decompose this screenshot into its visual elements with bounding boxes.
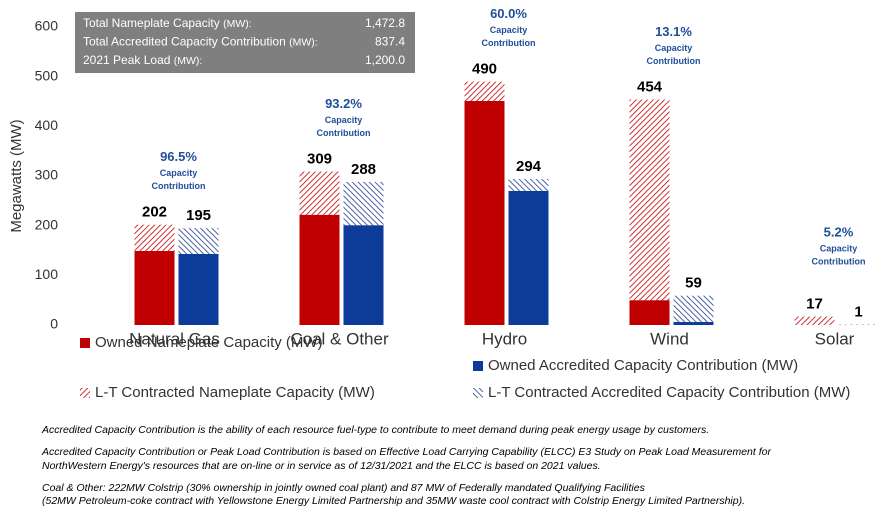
y-tick-label: 300 (35, 167, 59, 183)
legend-swatch (80, 388, 90, 398)
summary-unit: (MW): (289, 36, 318, 48)
y-tick-label: 100 (35, 266, 59, 282)
bar-segment (464, 101, 505, 326)
x-tick-label: Solar (815, 329, 855, 348)
total-label: 309 (307, 150, 332, 167)
bar-segment (629, 300, 670, 325)
annotation-pct: 5.2% (824, 224, 854, 239)
bar-segment (464, 81, 505, 102)
summary-label-text: 2021 Peak Load (83, 53, 170, 67)
annotation-caption: Contribution (152, 181, 206, 191)
summary-value: 837.4 (375, 35, 405, 49)
summary-value: 1,200.0 (365, 53, 405, 67)
total-label: 17 (806, 296, 823, 313)
y-tick-label: 500 (35, 67, 59, 83)
total-label: 202 (142, 204, 167, 221)
summary-unit: (MW): (223, 18, 252, 30)
total-label: 1 (854, 303, 862, 320)
summary-unit: (MW): (174, 55, 203, 67)
y-tick-label: 600 (35, 18, 59, 34)
legend-swatch (473, 361, 483, 371)
total-label: 294 (516, 158, 542, 175)
y-tick-label: 0 (50, 316, 58, 332)
bar-segment (178, 228, 219, 254)
summary-label: Total Nameplate Capacity (MW): (83, 16, 252, 30)
bar-segment (299, 171, 340, 215)
bar-segment (299, 214, 340, 325)
y-tick-label: 400 (35, 117, 59, 133)
bar-segment (508, 178, 549, 191)
x-tick-label: Wind (650, 329, 689, 348)
bar-segment (134, 224, 175, 251)
x-tick-label: Coal & Other (290, 329, 389, 348)
annotation-caption: Capacity (490, 25, 528, 35)
legend-swatch (473, 388, 483, 398)
total-label: 490 (472, 61, 497, 78)
annotation-pct: 13.1% (655, 24, 692, 39)
bar-segment (134, 250, 175, 325)
annotation-pct: 60.0% (490, 6, 527, 21)
bar-segment (343, 181, 384, 226)
annotation-caption: Contribution (647, 56, 701, 66)
total-label: 288 (351, 161, 376, 178)
bar-segment (178, 253, 219, 325)
x-tick-label: Hydro (482, 329, 527, 348)
legend-swatch (80, 338, 90, 348)
total-label: 59 (685, 275, 702, 292)
summary-label-text: Total Nameplate Capacity (83, 16, 220, 30)
summary-box (75, 12, 415, 73)
annotation-pct: 96.5% (160, 149, 197, 164)
annotation-caption: Contribution (482, 38, 536, 48)
legend-label: L-T Contracted Accredited Capacity Contr… (488, 384, 850, 401)
total-label: 195 (186, 207, 211, 224)
footnote: Accredited Capacity Contribution is the … (41, 424, 709, 436)
bar-segment (794, 316, 835, 325)
footnote: Accredited Capacity Contribution or Peak… (41, 446, 771, 458)
bar-segment (629, 99, 670, 301)
footnote: (52MW Petroleum-coke contract with Yello… (42, 495, 745, 507)
annotation-caption: Capacity (160, 168, 198, 178)
summary-value: 1,472.8 (365, 16, 405, 30)
summary-label: 2021 Peak Load (MW): (83, 53, 202, 67)
bar-segment (343, 225, 384, 325)
annotation-caption: Contribution (812, 256, 866, 266)
bar-segment (673, 295, 714, 323)
x-tick-label: Natural Gas (129, 329, 220, 348)
y-tick-label: 200 (35, 216, 59, 232)
bar-segment (673, 322, 714, 325)
bar-segment (508, 190, 549, 325)
summary-label-text: Total Accredited Capacity Contribution (83, 35, 286, 49)
footnote: NorthWestern Energy's resources that are… (42, 460, 601, 472)
total-label: 454 (637, 78, 663, 95)
annotation-caption: Capacity (655, 43, 693, 53)
y-axis-label: Megawatts (MW) (8, 119, 25, 232)
annotation-caption: Capacity (325, 115, 363, 125)
summary-label: Total Accredited Capacity Contribution (… (83, 35, 318, 49)
legend-label: Owned Nameplate Capacity (MW) (95, 334, 323, 351)
annotation-caption: Capacity (820, 243, 858, 253)
annotation-pct: 93.2% (325, 96, 362, 111)
footnote: Coal & Other: 222MW Colstrip (30% owners… (42, 482, 646, 494)
legend-label: Owned Accredited Capacity Contribution (… (488, 357, 798, 374)
legend-label: L-T Contracted Nameplate Capacity (MW) (95, 384, 375, 401)
annotation-caption: Contribution (317, 128, 371, 138)
